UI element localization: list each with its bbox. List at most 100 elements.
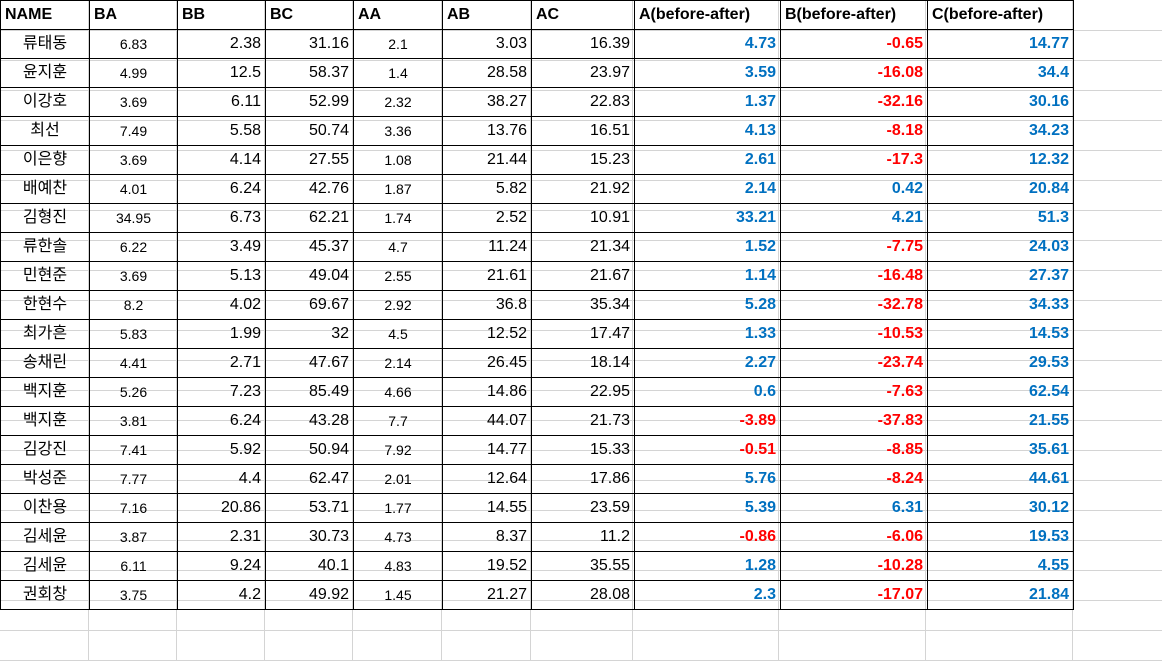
cell-ab[interactable]: 38.27: [442, 87, 532, 117]
cell-ab[interactable]: 11.24: [442, 232, 532, 262]
cell-aa[interactable]: 2.55: [353, 261, 443, 291]
cell-name[interactable]: 권회창: [0, 580, 90, 610]
cell-bb[interactable]: 6.11: [177, 87, 266, 117]
cell-name[interactable]: 배예찬: [0, 174, 90, 204]
cell-aa[interactable]: 2.92: [353, 290, 443, 320]
cell-ba[interactable]: 4.01: [89, 174, 178, 204]
cell-ab[interactable]: 21.61: [442, 261, 532, 291]
cell-c-diff[interactable]: 24.03: [927, 232, 1074, 262]
cell-aa[interactable]: 7.7: [353, 406, 443, 436]
cell-aa[interactable]: 1.87: [353, 174, 443, 204]
cell-ba[interactable]: 3.87: [89, 522, 178, 552]
cell-name[interactable]: 최선: [0, 116, 90, 146]
cell-b-diff[interactable]: -7.75: [780, 232, 928, 262]
cell-a-diff[interactable]: 1.33: [634, 319, 781, 349]
cell-aa[interactable]: 4.5: [353, 319, 443, 349]
cell-aa[interactable]: 2.1: [353, 29, 443, 59]
cell-name[interactable]: 김강진: [0, 435, 90, 465]
cell-b-diff[interactable]: -8.24: [780, 464, 928, 494]
cell-ac[interactable]: 17.47: [531, 319, 635, 349]
cell-ba[interactable]: 3.69: [89, 87, 178, 117]
cell-c-diff[interactable]: 35.61: [927, 435, 1074, 465]
header-cell-name[interactable]: NAME: [0, 0, 90, 30]
cell-ac[interactable]: 16.51: [531, 116, 635, 146]
cell-c-diff[interactable]: 34.4: [927, 58, 1074, 88]
cell-bc[interactable]: 49.92: [265, 580, 354, 610]
cell-b-diff[interactable]: -8.18: [780, 116, 928, 146]
cell-b-diff[interactable]: -10.28: [780, 551, 928, 581]
cell-ac[interactable]: 28.08: [531, 580, 635, 610]
cell-name[interactable]: 김세윤: [0, 551, 90, 581]
cell-a-diff[interactable]: 1.52: [634, 232, 781, 262]
cell-ab[interactable]: 14.55: [442, 493, 532, 523]
cell-name[interactable]: 최가흔: [0, 319, 90, 349]
cell-ac[interactable]: 21.67: [531, 261, 635, 291]
cell-a-diff[interactable]: 5.39: [634, 493, 781, 523]
cell-name[interactable]: 류한솔: [0, 232, 90, 262]
cell-bc[interactable]: 50.94: [265, 435, 354, 465]
cell-aa[interactable]: 2.01: [353, 464, 443, 494]
cell-ac[interactable]: 35.55: [531, 551, 635, 581]
cell-bb[interactable]: 6.24: [177, 406, 266, 436]
cell-name[interactable]: 민현준: [0, 261, 90, 291]
cell-bc[interactable]: 27.55: [265, 145, 354, 175]
cell-b-diff[interactable]: -32.78: [780, 290, 928, 320]
cell-ba[interactable]: 4.99: [89, 58, 178, 88]
cell-bb[interactable]: 4.4: [177, 464, 266, 494]
cell-bb[interactable]: 5.58: [177, 116, 266, 146]
cell-ba[interactable]: 3.75: [89, 580, 178, 610]
cell-a-diff[interactable]: 2.14: [634, 174, 781, 204]
cell-ac[interactable]: 15.23: [531, 145, 635, 175]
cell-ab[interactable]: 26.45: [442, 348, 532, 378]
cell-aa[interactable]: 3.36: [353, 116, 443, 146]
header-cell-bc[interactable]: BC: [265, 0, 354, 30]
cell-aa[interactable]: 4.83: [353, 551, 443, 581]
cell-ba[interactable]: 6.83: [89, 29, 178, 59]
cell-c-diff[interactable]: 29.53: [927, 348, 1074, 378]
cell-ba[interactable]: 3.69: [89, 145, 178, 175]
cell-bb[interactable]: 4.02: [177, 290, 266, 320]
cell-a-diff[interactable]: -3.89: [634, 406, 781, 436]
cell-ab[interactable]: 44.07: [442, 406, 532, 436]
cell-b-diff[interactable]: -10.53: [780, 319, 928, 349]
cell-bb[interactable]: 6.73: [177, 203, 266, 233]
cell-ba[interactable]: 6.22: [89, 232, 178, 262]
cell-ac[interactable]: 22.83: [531, 87, 635, 117]
cell-name[interactable]: 송채린: [0, 348, 90, 378]
cell-name[interactable]: 박성준: [0, 464, 90, 494]
cell-a-diff[interactable]: 5.76: [634, 464, 781, 494]
cell-bc[interactable]: 50.74: [265, 116, 354, 146]
cell-b-diff[interactable]: -32.16: [780, 87, 928, 117]
cell-bc[interactable]: 62.21: [265, 203, 354, 233]
cell-ab[interactable]: 14.77: [442, 435, 532, 465]
cell-aa[interactable]: 1.4: [353, 58, 443, 88]
cell-name[interactable]: 백지훈: [0, 377, 90, 407]
cell-bc[interactable]: 31.16: [265, 29, 354, 59]
cell-ba[interactable]: 6.11: [89, 551, 178, 581]
cell-b-diff[interactable]: 0.42: [780, 174, 928, 204]
cell-aa[interactable]: 1.08: [353, 145, 443, 175]
header-cell-ba[interactable]: BA: [89, 0, 178, 30]
cell-c-diff[interactable]: 34.33: [927, 290, 1074, 320]
cell-bb[interactable]: 2.38: [177, 29, 266, 59]
cell-ba[interactable]: 7.77: [89, 464, 178, 494]
cell-aa[interactable]: 2.32: [353, 87, 443, 117]
cell-b-diff[interactable]: -16.48: [780, 261, 928, 291]
cell-c-diff[interactable]: 30.16: [927, 87, 1074, 117]
cell-name[interactable]: 이은향: [0, 145, 90, 175]
cell-a-diff[interactable]: 2.61: [634, 145, 781, 175]
cell-ab[interactable]: 3.03: [442, 29, 532, 59]
cell-name[interactable]: 이강호: [0, 87, 90, 117]
cell-bb[interactable]: 5.92: [177, 435, 266, 465]
cell-ab[interactable]: 21.44: [442, 145, 532, 175]
cell-ab[interactable]: 14.86: [442, 377, 532, 407]
cell-c-diff[interactable]: 21.55: [927, 406, 1074, 436]
cell-ac[interactable]: 21.34: [531, 232, 635, 262]
cell-bc[interactable]: 43.28: [265, 406, 354, 436]
cell-bc[interactable]: 69.67: [265, 290, 354, 320]
cell-ba[interactable]: 4.41: [89, 348, 178, 378]
cell-aa[interactable]: 1.74: [353, 203, 443, 233]
cell-ab[interactable]: 12.52: [442, 319, 532, 349]
cell-a-diff[interactable]: 4.13: [634, 116, 781, 146]
